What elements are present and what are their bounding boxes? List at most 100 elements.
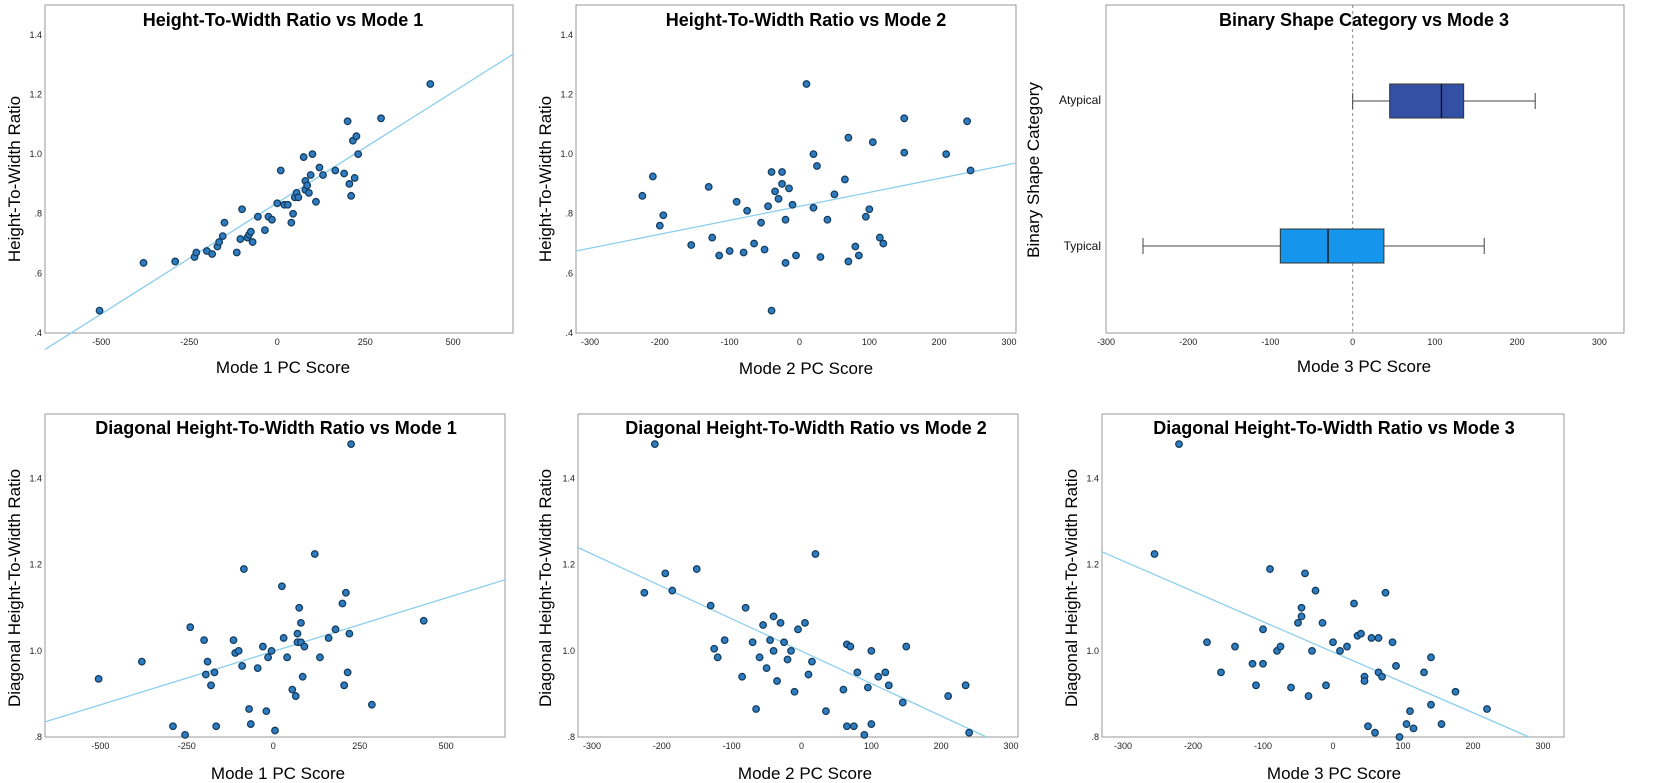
x-tick-label: -200 <box>1179 337 1197 347</box>
y-axis-label: Diagonal Height-To-Width Ratio <box>536 469 555 707</box>
data-point <box>840 175 849 184</box>
y-tick-label: 1.2 <box>29 560 42 570</box>
data-point <box>1294 618 1302 627</box>
data-point <box>295 603 304 612</box>
data-point <box>1451 687 1460 696</box>
data-point <box>822 707 830 716</box>
x-tick-label: 0 <box>799 741 804 751</box>
data-point <box>1248 659 1257 668</box>
data-point <box>874 672 883 681</box>
data-point <box>315 163 324 172</box>
panel-height-ratio-mode2: Height-To-Width Ratio vs Mode 2 Height-T… <box>536 4 1017 378</box>
data-point <box>192 248 201 257</box>
chart-title: Diagonal Height-To-Width Ratio vs Mode 1 <box>95 418 457 438</box>
data-point <box>210 668 219 677</box>
data-point <box>783 655 792 664</box>
data-point <box>343 117 352 126</box>
data-point <box>212 722 221 731</box>
data-point <box>764 202 772 211</box>
x-tick-label: 100 <box>1395 741 1410 751</box>
data-point <box>288 685 297 694</box>
data-point <box>1217 668 1225 677</box>
x-tick-label: -100 <box>721 337 739 347</box>
data-point <box>1175 440 1183 449</box>
data-point <box>1322 681 1330 690</box>
data-point <box>1266 565 1274 573</box>
data-point <box>200 636 208 644</box>
data-point <box>875 233 884 242</box>
data-point <box>1259 659 1267 668</box>
data-point <box>776 618 785 627</box>
data-point <box>785 184 793 193</box>
data-point <box>291 692 300 700</box>
panel-shape-category-mode3: Binary Shape Category vs Mode 3 Binary S… <box>1024 4 1625 376</box>
data-point <box>900 148 909 157</box>
data-point <box>823 215 832 224</box>
x-tick-label: -200 <box>651 337 669 347</box>
y-tick-label: 1.0 <box>29 646 42 656</box>
data-point <box>276 166 285 175</box>
data-point <box>766 636 774 644</box>
x-tick-label: 200 <box>1510 337 1525 347</box>
data-point <box>861 212 870 221</box>
data-point <box>760 245 769 254</box>
data-point <box>802 80 811 88</box>
box-typical <box>1279 228 1385 264</box>
plot-frame <box>44 413 506 738</box>
data-point <box>1336 646 1344 655</box>
data-point <box>1297 603 1306 612</box>
data-point <box>774 194 783 203</box>
data-point <box>844 133 853 142</box>
data-point <box>253 664 262 672</box>
y-tick-label: 1.4 <box>29 474 42 484</box>
data-point <box>811 550 820 558</box>
data-point <box>854 251 863 260</box>
panel-height-ratio-mode1: Height-To-Width Ratio vs Mode 1 Height-T… <box>5 4 514 377</box>
data-point <box>965 728 974 737</box>
data-point <box>347 440 355 449</box>
data-point <box>942 150 951 158</box>
data-point <box>1378 672 1386 681</box>
data-point <box>792 251 800 260</box>
data-point <box>863 683 872 692</box>
data-point <box>1360 677 1369 685</box>
x-tick-label: -300 <box>1114 741 1132 751</box>
data-point <box>306 171 315 179</box>
data-point <box>95 306 104 315</box>
data-point <box>750 239 758 248</box>
data-point <box>215 238 224 246</box>
data-point <box>655 221 664 230</box>
data-point <box>1343 642 1351 651</box>
data-point <box>648 172 657 181</box>
data-point <box>273 199 282 208</box>
data-point <box>232 248 241 257</box>
data-point <box>1301 569 1309 578</box>
data-point <box>851 242 860 251</box>
x-axis-label: Mode 1 PC Score <box>211 764 345 783</box>
data-point <box>846 642 855 651</box>
data-point <box>830 190 839 199</box>
data-point <box>839 685 848 694</box>
data-point <box>1409 724 1418 733</box>
y-tick-label: 1.0 <box>560 149 573 159</box>
y-axis-label: Binary Shape Category <box>1024 82 1043 258</box>
x-tick-label: -500 <box>91 741 109 751</box>
data-point <box>1259 625 1267 634</box>
x-tick-label: 500 <box>439 741 454 751</box>
x-axis-label: Mode 2 PC Score <box>738 764 872 783</box>
x-tick-label: 200 <box>932 337 947 347</box>
data-point <box>208 250 217 258</box>
data-point <box>844 257 853 266</box>
data-point <box>354 150 363 158</box>
data-point <box>262 707 271 716</box>
data-point <box>1252 681 1260 690</box>
data-point <box>650 440 659 449</box>
data-point <box>781 259 790 267</box>
data-point <box>867 720 876 728</box>
category-tick-atypical: Atypical <box>1059 93 1101 107</box>
data-point <box>781 215 790 224</box>
x-tick-label: 300 <box>1002 337 1017 347</box>
y-tick-label: .8 <box>567 732 575 742</box>
data-point <box>283 200 292 209</box>
